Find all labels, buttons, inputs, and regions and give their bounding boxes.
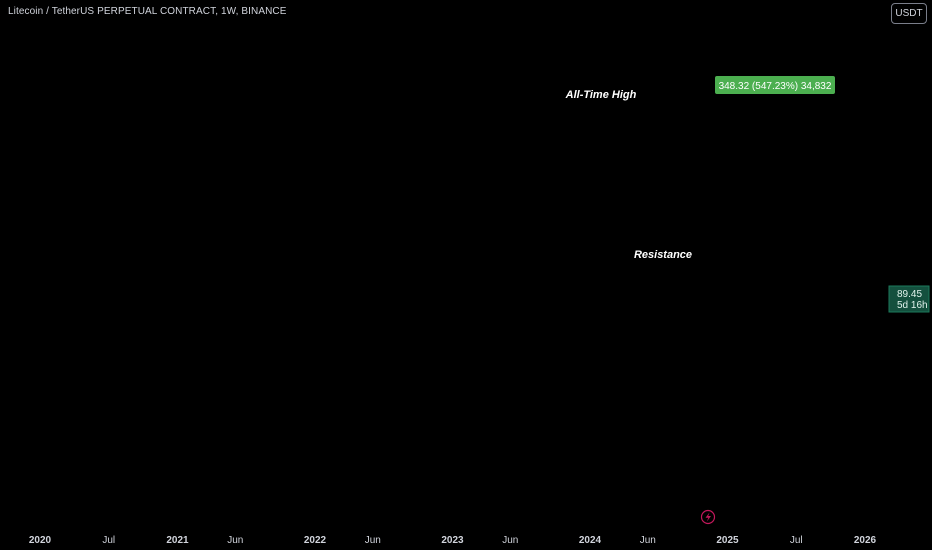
time-tick-label: 2023 — [441, 535, 464, 546]
target-label: 348.32 (547.23%) 34,832 — [719, 81, 832, 92]
time-axis[interactable]: 2020 Jul 2021 Jun 2022 Jun 2023 Jun 2024 Jun 2025 J… — [29, 535, 877, 546]
time-tick-label: Jun — [640, 535, 656, 546]
time-tick-label: Jun — [502, 535, 518, 546]
time-tick-label: 2020 — [29, 535, 52, 546]
chart-title: Litecoin / TetherUS PERPETUAL CONTRACT, … — [8, 6, 287, 17]
current-price-label: 89.45 — [897, 289, 922, 300]
time-tick-label: Jul — [790, 535, 803, 546]
lightning-icon[interactable] — [700, 509, 716, 525]
time-tick-label: 2026 — [854, 535, 877, 546]
time-tick-label: 2021 — [166, 535, 189, 546]
time-tick-label: 2024 — [579, 535, 602, 546]
countdown-label: 5d 16h — [897, 300, 928, 311]
time-tick-label: 2025 — [716, 535, 739, 546]
current-price-label-bg — [888, 285, 930, 313]
time-tick-label: 2022 — [304, 535, 327, 546]
target-label-bg — [715, 76, 835, 94]
all-time-high-label: All-Time High — [565, 89, 637, 101]
time-tick-label: Jul — [102, 535, 115, 546]
time-tick-label: Jun — [365, 535, 381, 546]
time-tick-label: Jun — [227, 535, 243, 546]
currency-button[interactable]: USDT — [891, 3, 927, 24]
resistance-label: Resistance — [634, 249, 692, 261]
